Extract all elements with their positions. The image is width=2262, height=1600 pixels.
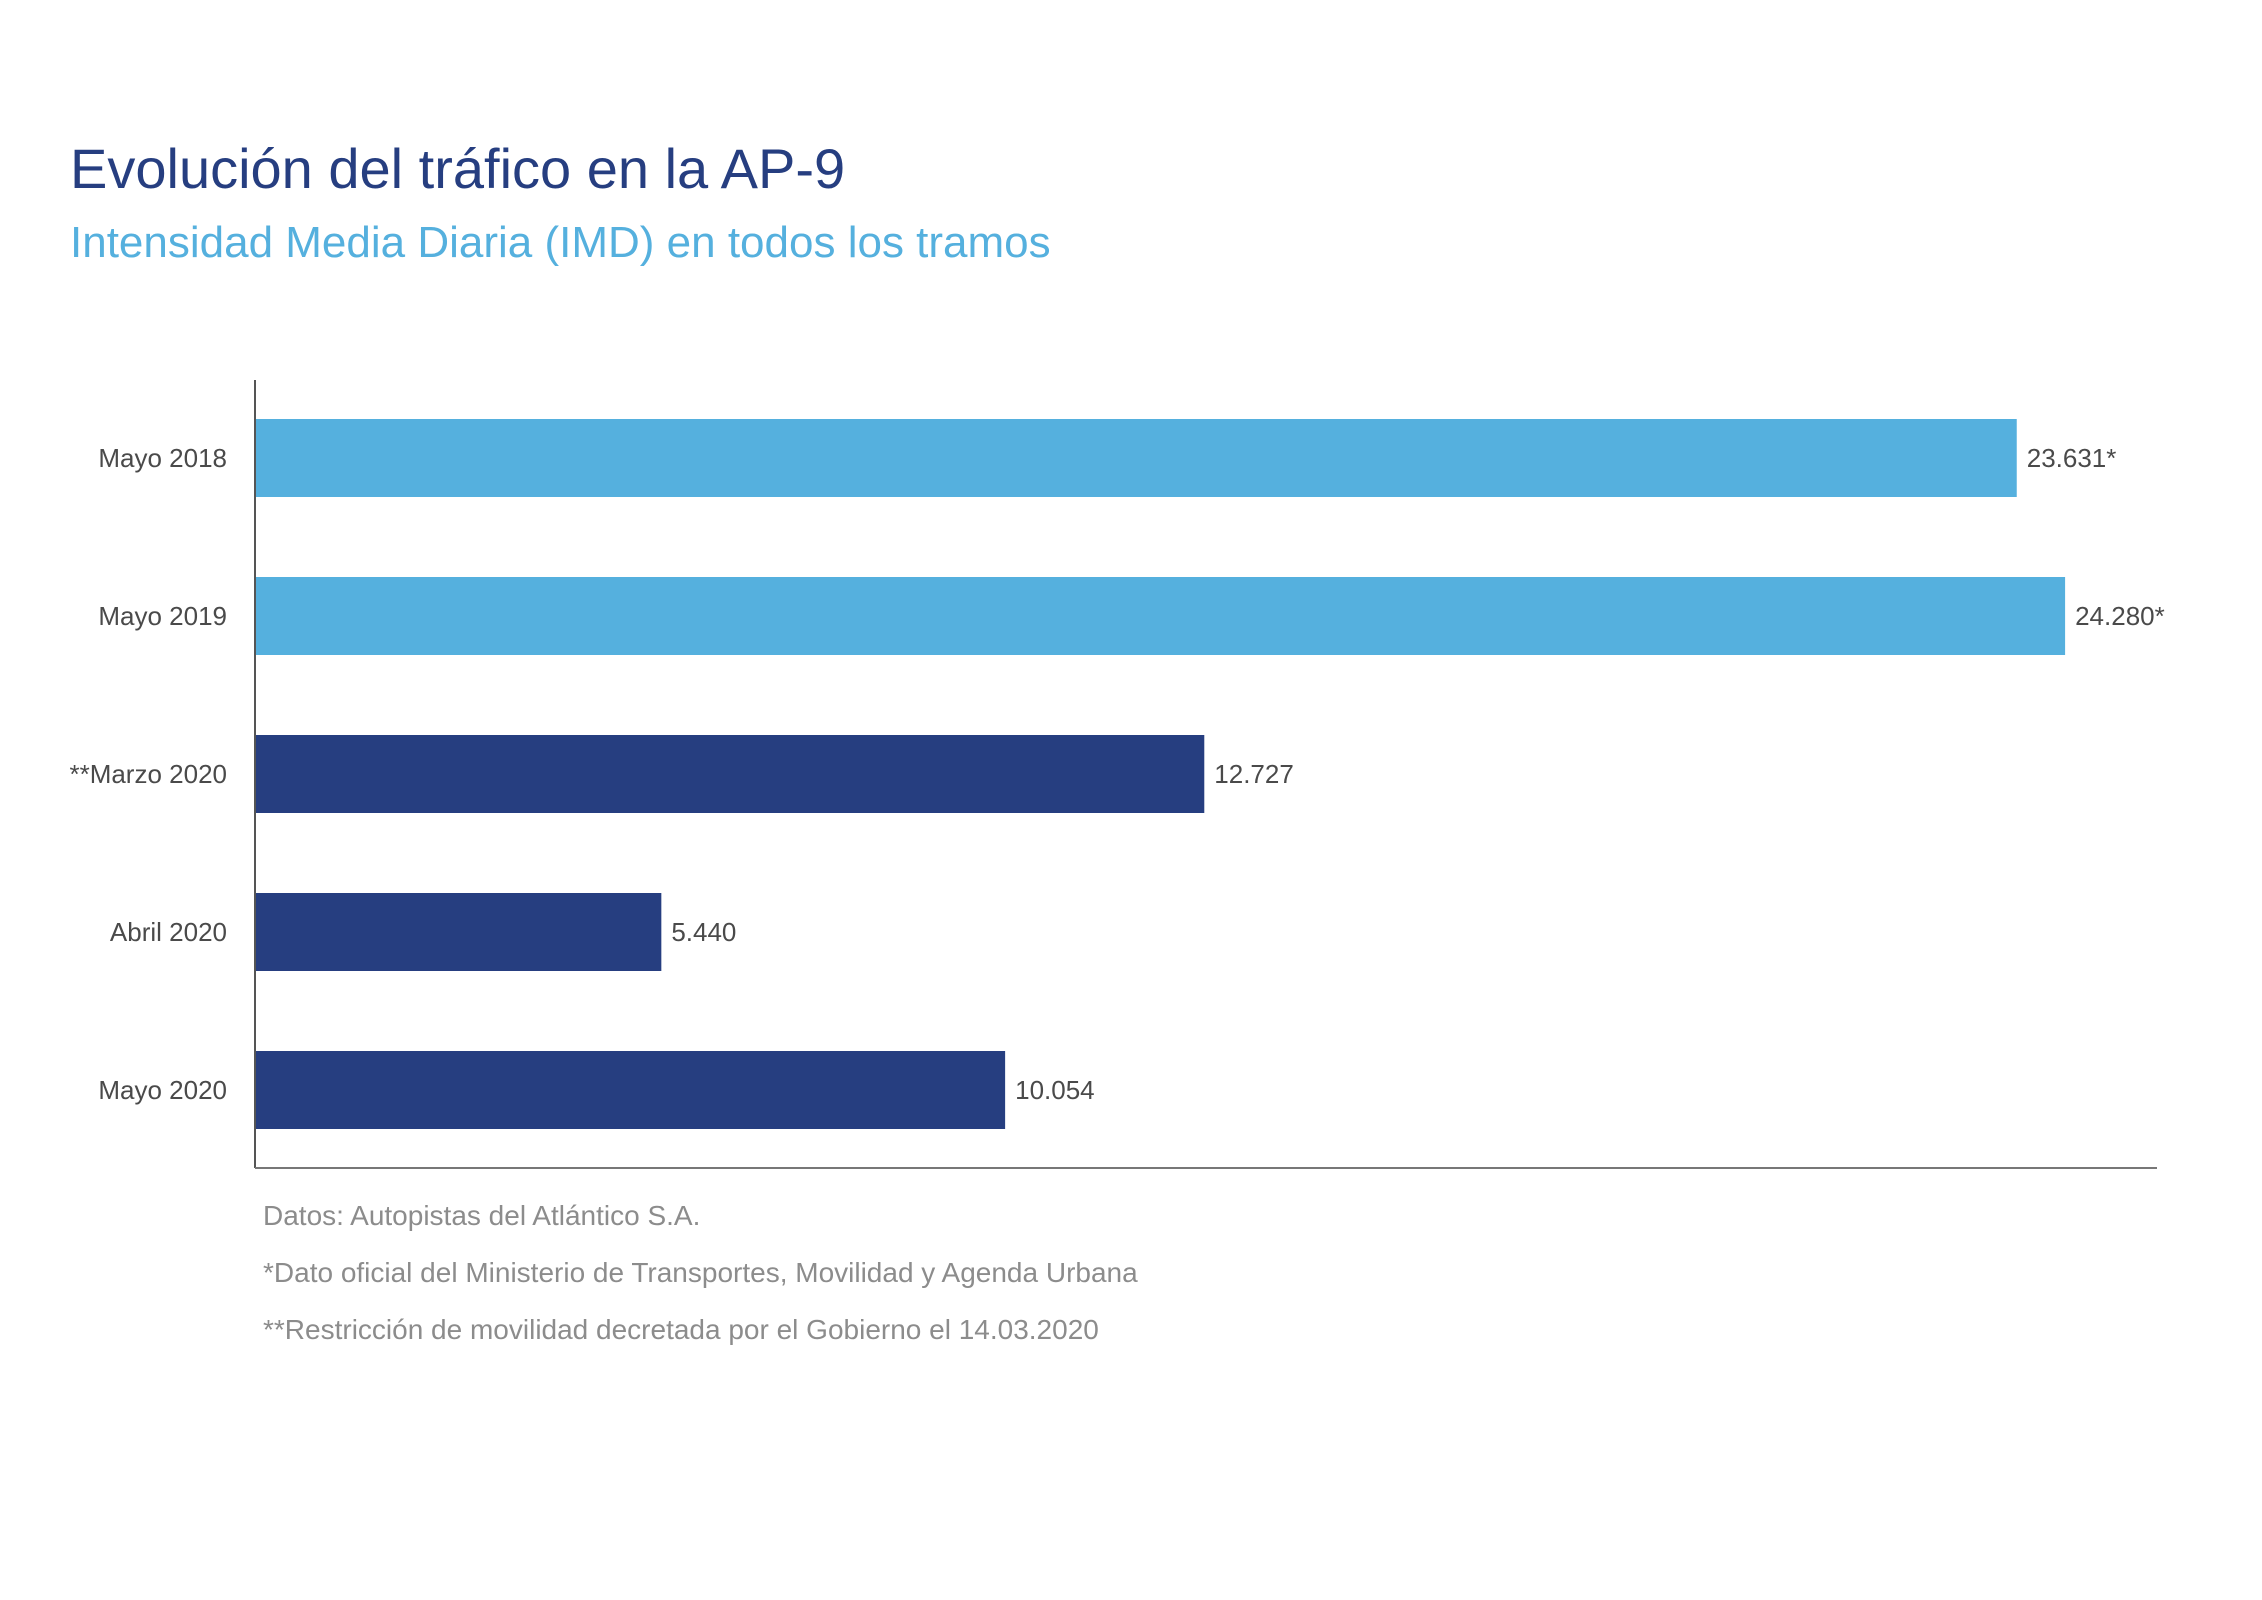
category-label: Mayo 2018 (98, 443, 227, 473)
bar-1 (256, 419, 2017, 497)
value-label: 24.280* (2075, 601, 2165, 631)
footnote-mobility-restriction: **Restricción de movilidad decretada por… (263, 1314, 1099, 1345)
value-label: 23.631* (2027, 443, 2117, 473)
source-note: Datos: Autopistas del Atlántico S.A. (263, 1200, 701, 1231)
value-label: 12.727 (1214, 759, 1294, 789)
chart-title: Evolución del tráfico en la AP-9 (70, 137, 846, 200)
bar-4 (256, 893, 662, 971)
bar-3 (256, 735, 1205, 813)
bar-2 (256, 577, 2066, 655)
value-label: 10.054 (1015, 1075, 1095, 1105)
category-label: Abril 2020 (110, 917, 227, 947)
category-label: Mayo 2020 (98, 1075, 227, 1105)
bar-5 (256, 1051, 1006, 1129)
category-labels: Mayo 2018 Mayo 2019 **Marzo 2020 Abril 2020… (69, 443, 227, 1105)
bars-group (256, 419, 2066, 1129)
chart-subtitle: Intensidad Media Diaria (IMD) en todos l… (70, 218, 1051, 267)
chart-notes: Datos: Autopistas del Atlántico S.A. *Da… (263, 1200, 1138, 1371)
category-label: Mayo 2019 (98, 601, 227, 631)
footnote-official-data: *Dato oficial del Ministerio de Transpor… (263, 1257, 1138, 1288)
value-label: 5.440 (671, 917, 736, 947)
value-labels: 23.631* 24.280* 12.727 5.440 10.054 (671, 443, 2164, 1105)
category-label: **Marzo 2020 (69, 759, 227, 789)
